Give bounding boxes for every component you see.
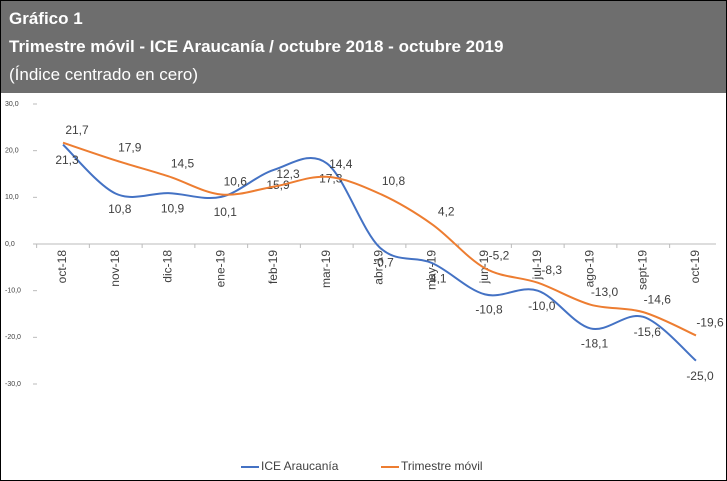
data-label: -18,1	[581, 337, 609, 351]
legend-label: ICE Araucanía	[261, 459, 339, 473]
data-label: 10,6	[224, 175, 248, 189]
data-label: 21,3	[55, 153, 79, 167]
data-label: -10,0	[528, 299, 556, 313]
data-label: 10,8	[382, 174, 406, 188]
x-tick-label: nov-18	[108, 250, 122, 287]
x-tick-label: sept-19	[635, 250, 649, 290]
y-tick-label: 10,0	[5, 194, 19, 201]
y-tick-label: 0,0	[5, 241, 15, 248]
line	[62, 143, 697, 362]
data-label: 10,8	[108, 202, 132, 216]
chart-subtitle: (Índice centrado en cero)	[9, 65, 198, 84]
data-label: -10,8	[475, 303, 503, 317]
data-label: -13,0	[591, 285, 619, 299]
legend-label: Trimestre móvil	[401, 459, 483, 473]
data-label: 4,2	[438, 205, 455, 219]
data-label: 12,3	[276, 167, 300, 181]
data-label: -14,6	[644, 292, 672, 306]
chart-title: Trimestre móvil - ICE Araucanía / octubr…	[9, 37, 504, 56]
x-tick-label: ene-19	[213, 250, 227, 288]
data-label: -0,7	[373, 255, 394, 269]
x-tick-label: oct-18	[55, 250, 69, 284]
y-tick-label: 30,0	[5, 101, 19, 108]
data-label: 21,7	[65, 123, 89, 137]
y-tick-label: -30,0	[5, 381, 21, 388]
data-label: 10,9	[161, 201, 185, 215]
data-label: -5,2	[489, 248, 510, 262]
data-label: -25,0	[686, 369, 714, 383]
data-label: -4,1	[426, 271, 447, 285]
data-label: 17,9	[118, 141, 142, 155]
x-tick-label: oct-19	[688, 250, 702, 284]
header: Gráfico 1 Trimestre móvil - ICE Araucaní…	[1, 1, 726, 93]
data-label: -8,3	[541, 263, 562, 277]
x-tick-label: dic-18	[161, 250, 175, 283]
data-label: 14,5	[171, 157, 195, 171]
data-label: -15,6	[634, 325, 662, 339]
y-tick-label: -10,0	[5, 288, 21, 295]
data-label: -19,6	[696, 316, 724, 330]
y-tick-label: -20,0	[5, 334, 21, 341]
x-tick-label: feb-19	[266, 250, 280, 284]
x-tick-label: ago-19	[583, 250, 597, 288]
x-tick-label: mar-19	[319, 250, 333, 288]
x-tick-label: jul-19	[530, 250, 544, 281]
x-tick-label: abr-19	[372, 250, 386, 285]
y-tick-label: 20,0	[5, 148, 19, 155]
data-label: 14,4	[329, 157, 353, 171]
data-label: 10,1	[214, 205, 238, 219]
data-label: 17,3	[319, 171, 343, 185]
line	[62, 141, 697, 337]
x-tick-label: may-19	[424, 250, 438, 290]
chart-label: Gráfico 1	[9, 9, 83, 28]
